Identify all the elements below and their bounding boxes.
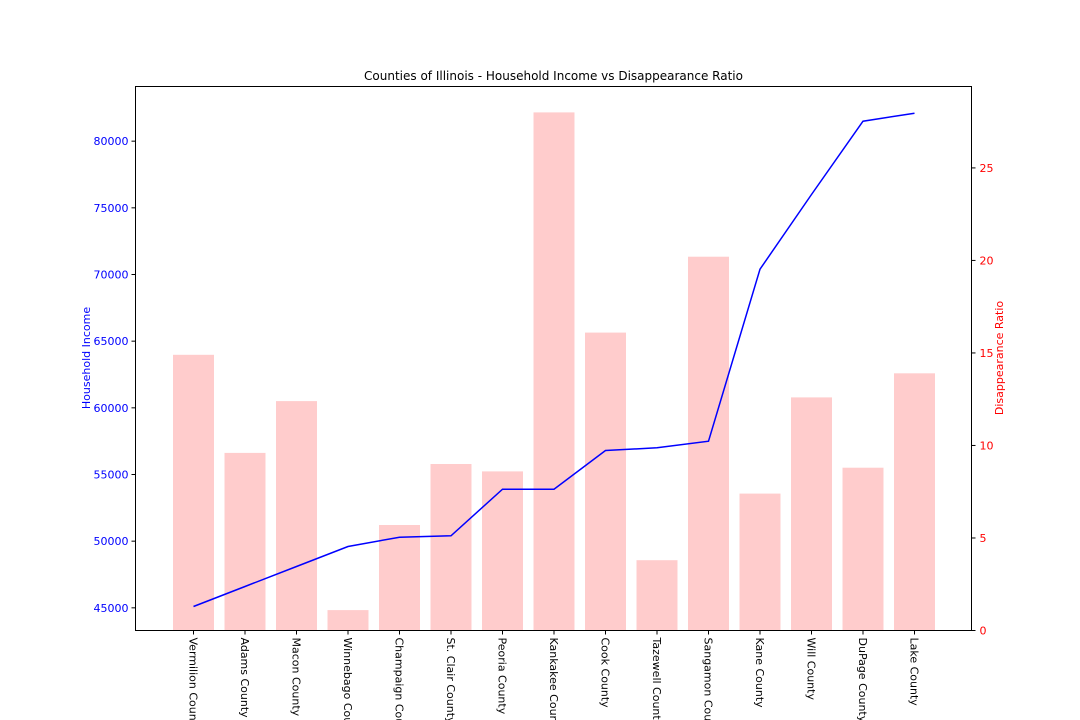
left-tick-label: 55000	[94, 469, 129, 482]
right-y-axis: 0 5 10 15 20 25	[971, 162, 994, 638]
bar-6	[430, 464, 472, 631]
bar-15	[894, 373, 935, 631]
right-tick-label: 10	[980, 439, 994, 452]
bar-4	[327, 610, 369, 631]
x-tick-label: Kankakee County	[547, 638, 560, 720]
left-tick-label: 45000	[94, 602, 129, 615]
left-tick-label: 50000	[94, 535, 129, 548]
bar-14	[842, 467, 884, 631]
chart-title: Counties of Illinois - Household Income …	[364, 69, 743, 83]
left-y-axis: 45000 50000 55000 60000 65000 70000 75000 80000	[94, 135, 136, 615]
x-tick-label: Peoria County	[496, 638, 509, 715]
bar-series	[173, 112, 935, 631]
left-tick-label: 60000	[94, 402, 129, 415]
bar-2	[224, 452, 266, 631]
bar-7	[482, 471, 523, 631]
x-tick-label: Tazewell County	[650, 637, 663, 720]
x-tick-label: Macon County	[290, 638, 303, 717]
x-tick-label: Adams County	[238, 638, 251, 719]
right-tick-label: 5	[980, 532, 987, 545]
right-tick-label: 15	[980, 347, 994, 360]
income-line	[193, 112, 915, 608]
x-tick-label: Will County	[805, 638, 818, 701]
bar-1	[173, 354, 214, 631]
bar-5	[379, 525, 420, 631]
left-tick-label: 80000	[94, 135, 129, 148]
left-tick-label: 70000	[94, 269, 129, 282]
x-tick-label: Vermilion County	[187, 638, 200, 720]
x-tick-label: Kane County	[753, 638, 766, 709]
left-tick-label: 75000	[94, 202, 129, 215]
right-tick-label: 25	[980, 162, 994, 175]
bar-8	[533, 112, 575, 631]
x-axis: Vermilion County Adams County Macon County…	[187, 630, 921, 720]
left-tick-label: 65000	[94, 335, 129, 348]
bar-9	[585, 332, 626, 631]
x-tick-label: Champaign County	[393, 638, 406, 720]
bar-13	[791, 397, 832, 631]
right-tick-label: 20	[980, 254, 994, 267]
bar-10	[636, 560, 678, 631]
right-y-axis-label: Disappearance Ratio	[993, 301, 1006, 416]
x-tick-label: Cook County	[599, 638, 612, 709]
bar-3	[276, 401, 317, 631]
line-series	[193, 112, 915, 608]
right-tick-label: 0	[980, 625, 987, 638]
x-tick-label: St. Clair County	[444, 638, 457, 720]
left-y-axis-label: Household Income	[80, 307, 93, 409]
bar-12	[739, 493, 781, 631]
x-tick-label: Lake County	[908, 638, 921, 707]
x-tick-label: Winnebago County	[341, 638, 354, 720]
x-tick-label: Sangamon County	[702, 638, 715, 720]
x-tick-label: DuPage County	[856, 638, 869, 720]
